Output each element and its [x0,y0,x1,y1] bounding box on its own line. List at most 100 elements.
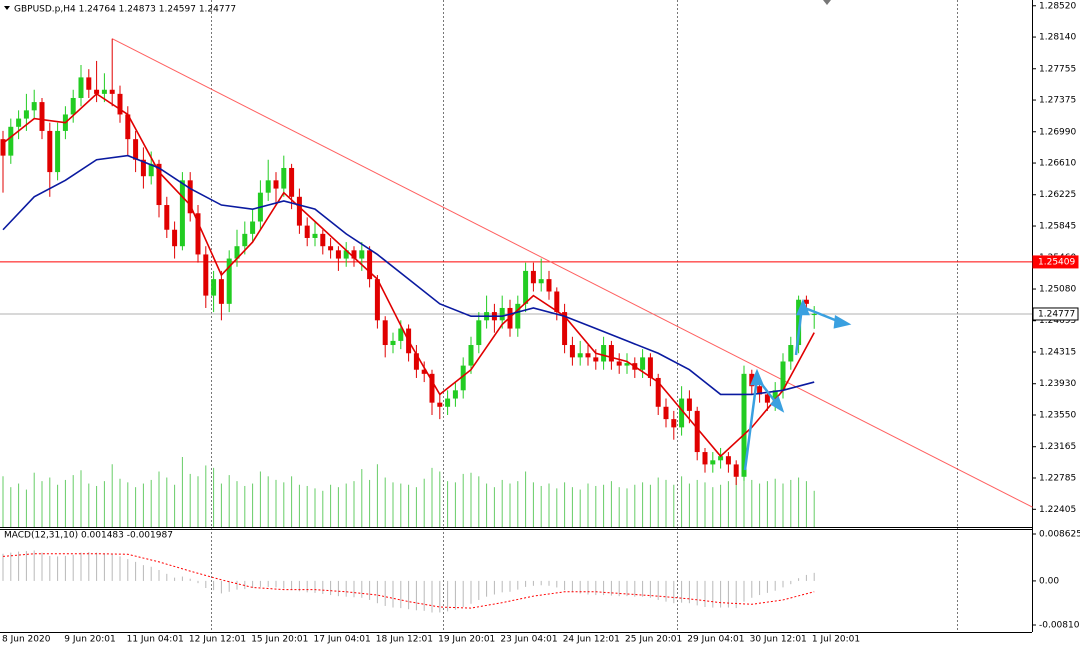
candle-body [679,398,685,428]
candle-body [663,406,669,420]
candle-body [31,102,37,111]
y-tick-label: 1.23550 [1039,411,1076,421]
candle-body [86,77,92,90]
candle-body [47,130,53,173]
candle-body [289,167,295,197]
candle-body [164,205,170,230]
candle-body [421,369,427,374]
x-tick-label: 1 Jul 20:01 [812,635,860,645]
candle-body [796,299,802,346]
price-label: 1.25409 [1038,257,1075,267]
arrow-path [743,374,779,471]
y-tick-label: 0.008625 [1039,530,1080,540]
x-tick-label: 9 Jun 20:01 [64,635,115,645]
arrow-head [750,368,764,386]
x-tick-label: 19 Jun 20:01 [438,635,495,645]
candle-body [577,353,583,358]
candle-body [515,303,521,329]
candle-body [226,258,232,304]
candle-body [70,97,76,115]
candle-body [148,163,154,177]
candle-body [179,180,185,247]
moving-average [2,92,815,458]
candle-body [624,363,630,366]
x-tick-label: 24 Jun 12:01 [563,635,620,645]
y-tick-label: 1.23930 [1039,379,1076,389]
candle-body [55,130,61,173]
x-tick-label: 17 Jun 04:01 [314,635,371,645]
candle-body [554,291,560,313]
y-tick-label: 1.26610 [1039,159,1076,169]
candle-body [39,102,45,131]
price-label: 1.24777 [1038,309,1075,319]
candle-body [569,345,575,358]
shift-marker [823,0,831,5]
x-tick-label: 30 Jun 12:01 [750,635,807,645]
candle-body [23,110,29,119]
candle-body [593,357,599,362]
candle-body [296,196,302,226]
candle-body [195,213,201,255]
candle-body [328,246,334,251]
candle-body [211,279,217,296]
y-tick-label: 1.24315 [1039,348,1076,358]
y-tick-label: 1.23165 [1039,442,1076,452]
candle-body [523,270,529,304]
candle-body [530,270,536,284]
candle-body [437,402,443,407]
candle-body [616,361,622,366]
x-tick-label: 8 Jun 2020 [2,635,51,645]
candle-body [242,233,248,247]
candle-body [562,312,568,346]
price-label-box [1032,255,1079,269]
candle-body [546,279,552,292]
candle-body [343,250,349,259]
candle-body [281,167,287,189]
candle-body [655,377,661,407]
candle-body [476,320,482,346]
y-tick-label: 1.27755 [1039,64,1076,74]
y-tick-label: 1.25080 [1039,285,1076,295]
candle-body [101,89,107,94]
y-tick-label: 0.00 [1039,576,1059,586]
period-separators [211,0,958,632]
candle-body [234,246,240,259]
candle-body [725,456,731,465]
candle-body [811,313,817,316]
candle-body [109,89,115,94]
candle-body [398,328,404,341]
y-tick-label: 1.24695 [1039,316,1076,326]
candle-body [694,410,700,453]
plot-area [0,38,1033,613]
candle-body [335,250,341,259]
candle-body [367,250,373,280]
candle-body [250,221,256,234]
candle-body [78,77,84,98]
candle-body [265,180,271,193]
dropdown-icon [4,6,10,10]
x-tick-label: 15 Jun 20:01 [251,635,308,645]
y-tick-label: 1.26225 [1039,190,1076,200]
candle-body [172,229,178,247]
candle-body [203,254,209,296]
candle-body [429,373,435,403]
candle-body [133,139,139,160]
candle-body [780,361,786,391]
price-label-box [1032,307,1079,321]
candle-body [710,460,716,465]
x-tick-label: 23 Jun 04:01 [500,635,557,645]
candle-body [140,159,146,177]
candle-body [0,139,6,156]
candle-body [218,279,224,304]
candle-body [156,163,162,206]
candle-body [390,340,396,346]
candle-body [273,180,279,189]
candle-body [94,89,100,94]
x-tick-label: 29 Jun 04:01 [687,635,744,645]
candle-body [320,233,326,247]
candle-body [772,390,778,403]
candle-body [749,373,755,387]
candle-body [187,180,193,214]
y-tick-label: 1.27375 [1039,96,1076,106]
candle-body [647,357,653,378]
